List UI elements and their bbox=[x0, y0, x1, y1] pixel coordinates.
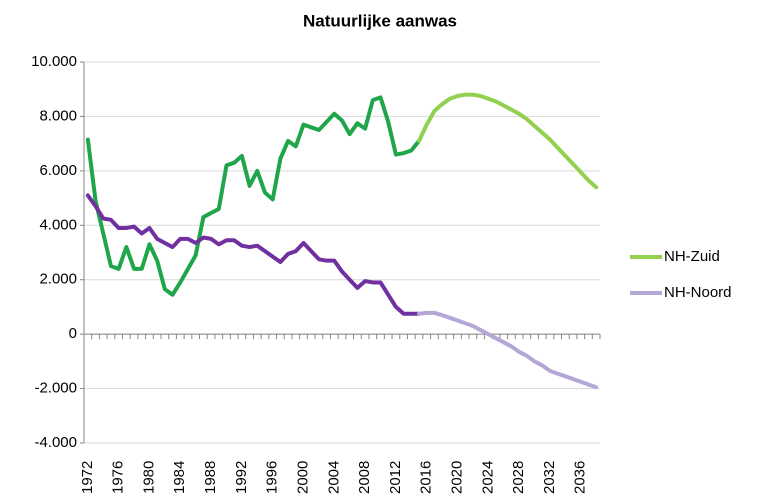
y-tick-label: -2.000 bbox=[34, 380, 77, 397]
legend-label: NH-Noord bbox=[664, 284, 732, 301]
series-line bbox=[85, 193, 422, 316]
x-tick-label: 1984 bbox=[171, 461, 188, 494]
x-tick-label: 1992 bbox=[233, 461, 250, 494]
x-tick-label: 1972 bbox=[79, 461, 96, 494]
x-tick-label: 2028 bbox=[510, 461, 527, 494]
legend-label: NH-Zuid bbox=[664, 248, 720, 265]
y-tick-label: -4.000 bbox=[34, 434, 77, 451]
y-tick-label: 10.000 bbox=[31, 53, 77, 70]
x-tick-label: 2032 bbox=[541, 461, 558, 494]
x-tick-label: 2000 bbox=[294, 461, 311, 494]
x-tick-label: 2004 bbox=[325, 461, 342, 494]
x-tick-label: 1988 bbox=[202, 461, 219, 494]
x-tick-label: 1976 bbox=[110, 461, 127, 494]
x-tick-label: 1980 bbox=[140, 461, 157, 494]
x-tick-label: 2024 bbox=[479, 461, 496, 494]
x-tick-label: 2036 bbox=[572, 461, 589, 494]
y-tick-label: 6.000 bbox=[39, 162, 77, 179]
x-tick-label: 2012 bbox=[387, 461, 404, 494]
x-tick-label: 1996 bbox=[264, 461, 281, 494]
series-line bbox=[417, 310, 599, 390]
series-line bbox=[417, 92, 599, 190]
series-line bbox=[85, 95, 422, 297]
chart-title: Natuurlijke aanwas bbox=[303, 11, 457, 30]
y-tick-label: 4.000 bbox=[39, 216, 77, 233]
x-tick-label: 2008 bbox=[356, 461, 373, 494]
y-tick-label: 0 bbox=[69, 325, 77, 342]
y-tick-label: 2.000 bbox=[39, 271, 77, 288]
x-tick-label: 2020 bbox=[448, 461, 465, 494]
y-tick-label: 8.000 bbox=[39, 107, 77, 124]
x-tick-label: 2016 bbox=[418, 461, 435, 494]
